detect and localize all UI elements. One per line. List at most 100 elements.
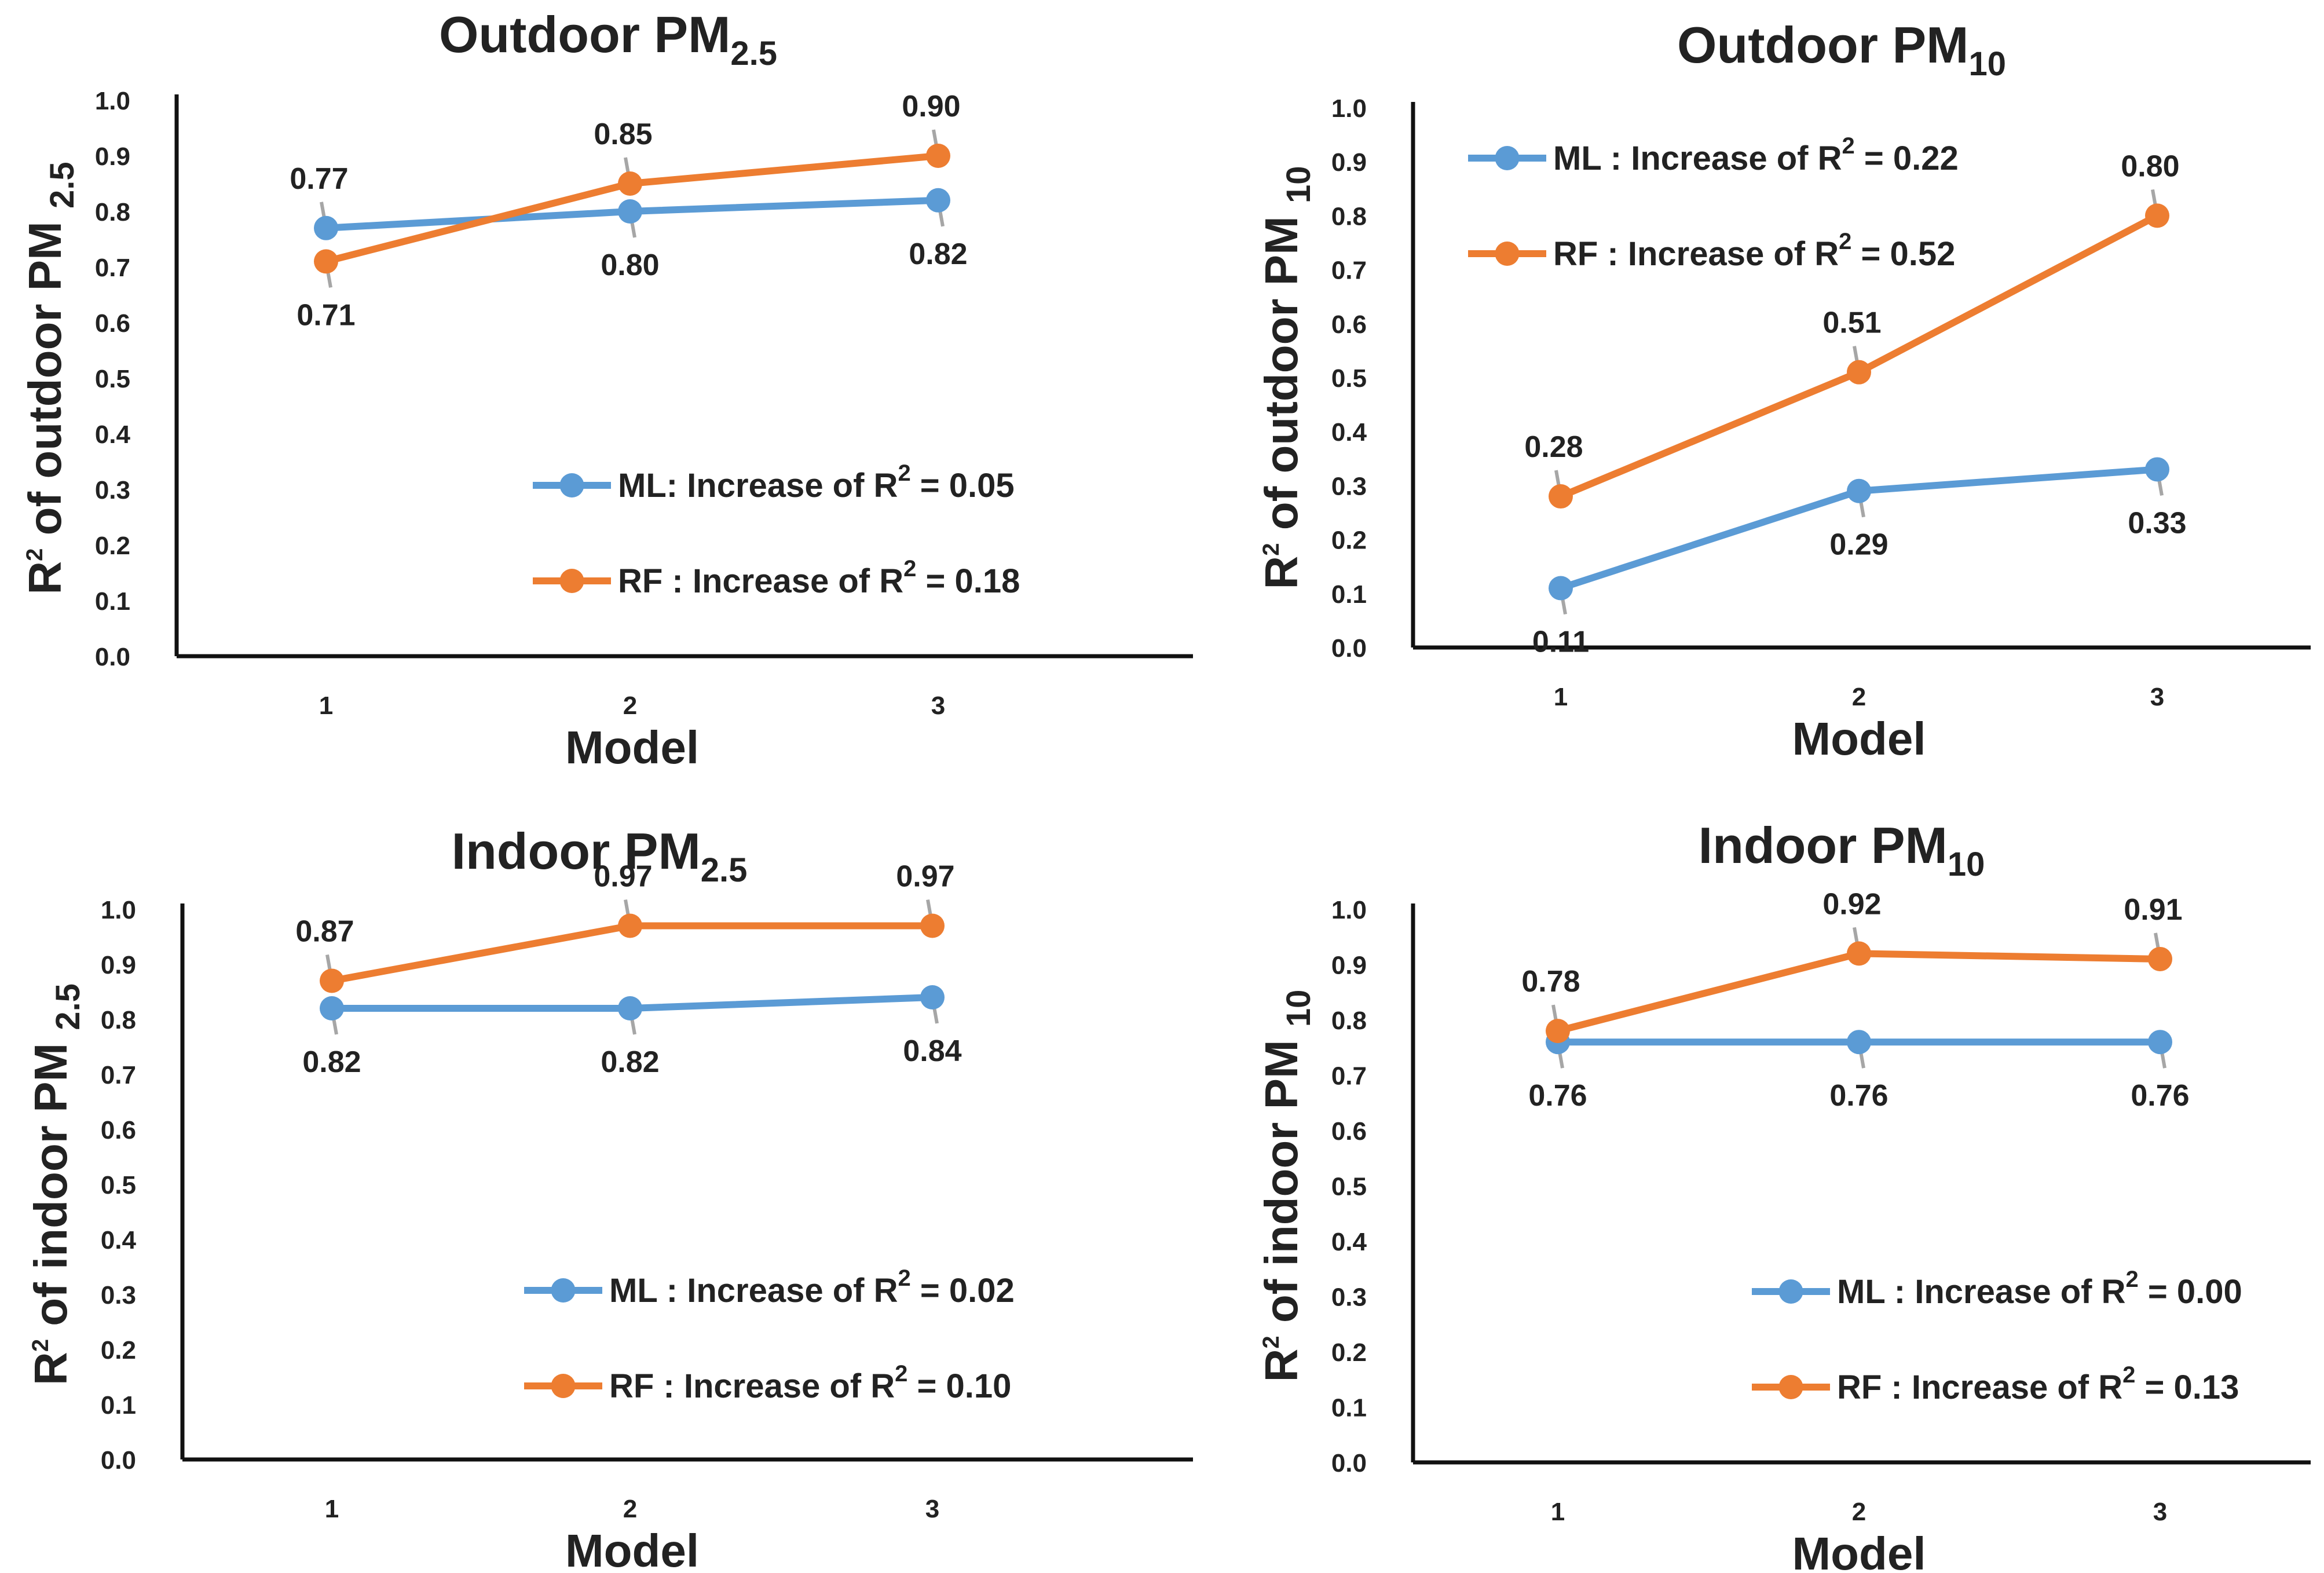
series-ml: 0.76 0.76 0.76 (1528, 1030, 2190, 1113)
data-label: 0.33 (2128, 506, 2186, 540)
data-label: 0.11 (1532, 625, 1589, 659)
y-tick-label: 0.0 (95, 643, 130, 671)
y-tick-label: 0.9 (101, 951, 136, 979)
y-tick-label: 0.6 (1331, 310, 1367, 339)
chart-title: Indoor PM10 (1699, 817, 1985, 883)
data-label: 0.76 (1829, 1079, 1888, 1113)
data-label: 0.92 (1822, 887, 1881, 921)
y-axis-label-subscript: 10 (1280, 990, 1317, 1027)
legend-value: = 0.02 (911, 1272, 1015, 1309)
x-tick-label: 3 (931, 692, 945, 720)
x-tick-label: 2 (1852, 683, 1866, 711)
y-axis-label: R2 of outdoor PM 10 (1256, 166, 1317, 589)
y-tick-label: 1.0 (1331, 94, 1367, 123)
data-label: 0.80 (2121, 149, 2179, 183)
data-label: 0.80 (601, 248, 659, 282)
y-tick-label: 0.1 (1331, 1394, 1367, 1422)
y-tick-label: 0.8 (95, 198, 130, 226)
chart-title-subscript: 10 (1948, 846, 1985, 883)
legend-text: ML : Increase of R (609, 1272, 898, 1309)
data-label: 0.71 (297, 298, 355, 332)
x-tick-label: 1 (1551, 1498, 1565, 1526)
y-axis-label-subscript: 10 (1280, 166, 1317, 203)
legend-text: ML : Increase of R (1553, 140, 1842, 177)
legend-value: = 0.05 (911, 467, 1015, 504)
legend-entry-rf: RF : Increase of R2 = 0.13 (1752, 1362, 2239, 1406)
y-axis-label-r: R (25, 1352, 76, 1385)
y-tick-label: 0.9 (95, 142, 130, 171)
x-tick-label: 3 (925, 1495, 939, 1523)
chart-title-subscript: 2.5 (730, 35, 777, 72)
legend-value: = 0.18 (916, 562, 1020, 600)
legend-label: ML : Increase of R2 = 0.02 (609, 1265, 1015, 1309)
y-axis-label-text: of indoor PM (25, 1030, 76, 1339)
y-tick-label: 0.7 (101, 1061, 136, 1089)
series-rf: 0.28 0.51 0.80 (1524, 149, 2180, 509)
legend-value: = 0.52 (1851, 235, 1955, 273)
legend-entry-ml: ML : Increase of R2 = 0.02 (524, 1265, 1015, 1309)
legend-superscript: 2 (2122, 1362, 2135, 1388)
data-label: 0.76 (2131, 1079, 2189, 1113)
chart-panel-2: Outdoor PM100.00.10.20.30.40.50.60.70.80… (1256, 16, 2311, 764)
data-point-rf (926, 144, 950, 168)
x-tick-label: 2 (623, 1495, 637, 1523)
legend-value: = 0.10 (907, 1367, 1011, 1405)
y-tick-label: 0.9 (1331, 148, 1367, 177)
y-tick-label: 0.0 (1331, 1449, 1367, 1477)
data-point-ml (618, 199, 642, 224)
data-point-ml (314, 215, 338, 240)
data-label: 0.77 (290, 162, 348, 196)
legend-marker (551, 1278, 576, 1303)
legend-label: ML: Increase of R2 = 0.05 (618, 460, 1015, 504)
chart-panel-4: Indoor PM100.00.10.20.30.40.50.60.70.80.… (1256, 817, 2311, 1573)
chart-title-subscript: 2.5 (701, 851, 748, 889)
data-point-ml (920, 985, 945, 1009)
data-point-ml (618, 996, 642, 1020)
legend-label: RF : Increase of R2 = 0.18 (618, 556, 1020, 600)
data-point-ml (926, 188, 950, 213)
legend-entry-rf: RF : Increase of R2 = 0.52 (1468, 229, 1955, 273)
legend-marker (1778, 1375, 1803, 1399)
y-axis-label-superscript: 2 (1258, 1336, 1284, 1348)
series-rf: 0.71 0.85 0.90 (297, 90, 960, 332)
y-tick-label: 1.0 (1331, 896, 1367, 924)
y-axis-label: R2 of indoor PM 10 (1256, 990, 1317, 1382)
data-point-rf (2145, 203, 2169, 228)
legend-superscript: 2 (898, 1265, 911, 1291)
data-point-rf (1847, 941, 1871, 966)
data-point-rf (920, 913, 945, 938)
data-point-rf (618, 913, 642, 938)
data-point-rf (2148, 946, 2172, 971)
data-label: 0.91 (2124, 893, 2182, 927)
y-tick-label: 0.4 (1331, 1228, 1367, 1256)
legend-superscript: 2 (1842, 133, 1855, 159)
x-tick-label: 2 (1852, 1498, 1866, 1526)
y-tick-label: 0.0 (1331, 634, 1367, 663)
legend-text: RF : Increase of R (1837, 1369, 2122, 1406)
legend-superscript: 2 (895, 1361, 907, 1387)
x-axis-label: Model (565, 722, 699, 773)
x-axis-label: Model (1792, 1528, 1926, 1573)
data-point-ml (1847, 1030, 1871, 1055)
y-axis-label-superscript: 2 (1258, 543, 1284, 556)
legend-text: RF : Increase of R (609, 1367, 895, 1405)
y-tick-label: 0.3 (1331, 1283, 1367, 1312)
data-point-rf (1549, 484, 1573, 509)
chart-title-main: Outdoor PM (1677, 16, 1968, 74)
y-tick-label: 0.5 (1331, 1173, 1367, 1201)
y-axis-label-r: R (19, 561, 71, 595)
data-point-rf (618, 171, 642, 196)
data-label: 0.87 (295, 915, 354, 949)
legend-marker (1495, 242, 1520, 266)
x-axis-label: Model (1792, 713, 1926, 764)
y-tick-label: 0.2 (1331, 1338, 1367, 1367)
legend-value: = 0.22 (1855, 140, 1959, 177)
y-tick-label: 0.7 (1331, 1062, 1367, 1091)
y-axis-label-text: of indoor PM (1256, 1027, 1307, 1336)
legend-entry-rf: RF : Increase of R2 = 0.18 (533, 556, 1020, 600)
x-tick-label: 2 (623, 692, 637, 720)
legend-marker (559, 569, 584, 593)
legend-superscript: 2 (898, 460, 910, 486)
data-label: 0.82 (601, 1045, 659, 1079)
